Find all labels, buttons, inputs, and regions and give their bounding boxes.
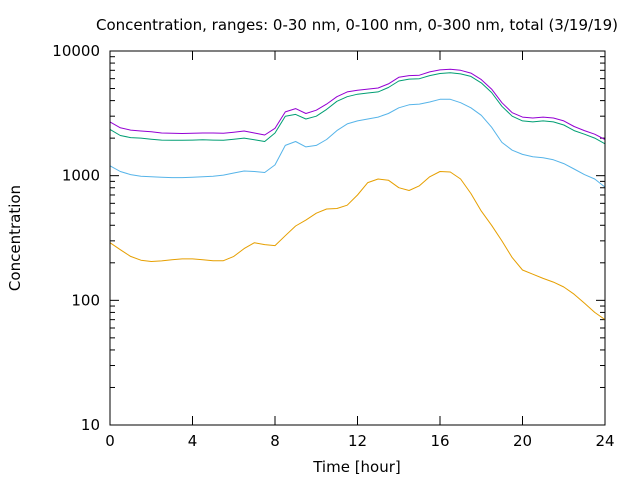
y-tick-label: 10000: [52, 42, 100, 60]
axis-ticks: 0 4 8 12 16 20 24 10 100 1000 10000: [52, 42, 614, 450]
y-tick-label: 1000: [62, 167, 100, 185]
series-line-2: [109, 98, 606, 188]
plot-frame: [109, 50, 606, 426]
series-line-1: [109, 171, 606, 321]
x-tick-label: 24: [595, 432, 614, 450]
x-tick-label: 0: [105, 432, 115, 450]
y-tick-label: 10: [81, 416, 100, 434]
chart-title: Concentration, ranges: 0-30 nm, 0-100 nm…: [96, 16, 618, 34]
series-line-4: [109, 68, 606, 140]
x-tick-label: 4: [188, 432, 198, 450]
y-tick-label: 100: [71, 291, 100, 309]
x-tick-label: 20: [513, 432, 532, 450]
x-tick-label: 16: [430, 432, 449, 450]
x-axis-label: Time [hour]: [312, 458, 401, 476]
y-axis-label: Concentration: [6, 185, 24, 291]
x-tick-label: 12: [348, 432, 367, 450]
x-tick-label: 8: [270, 432, 280, 450]
series-lines: [109, 68, 606, 321]
series-line-3: [109, 72, 606, 145]
